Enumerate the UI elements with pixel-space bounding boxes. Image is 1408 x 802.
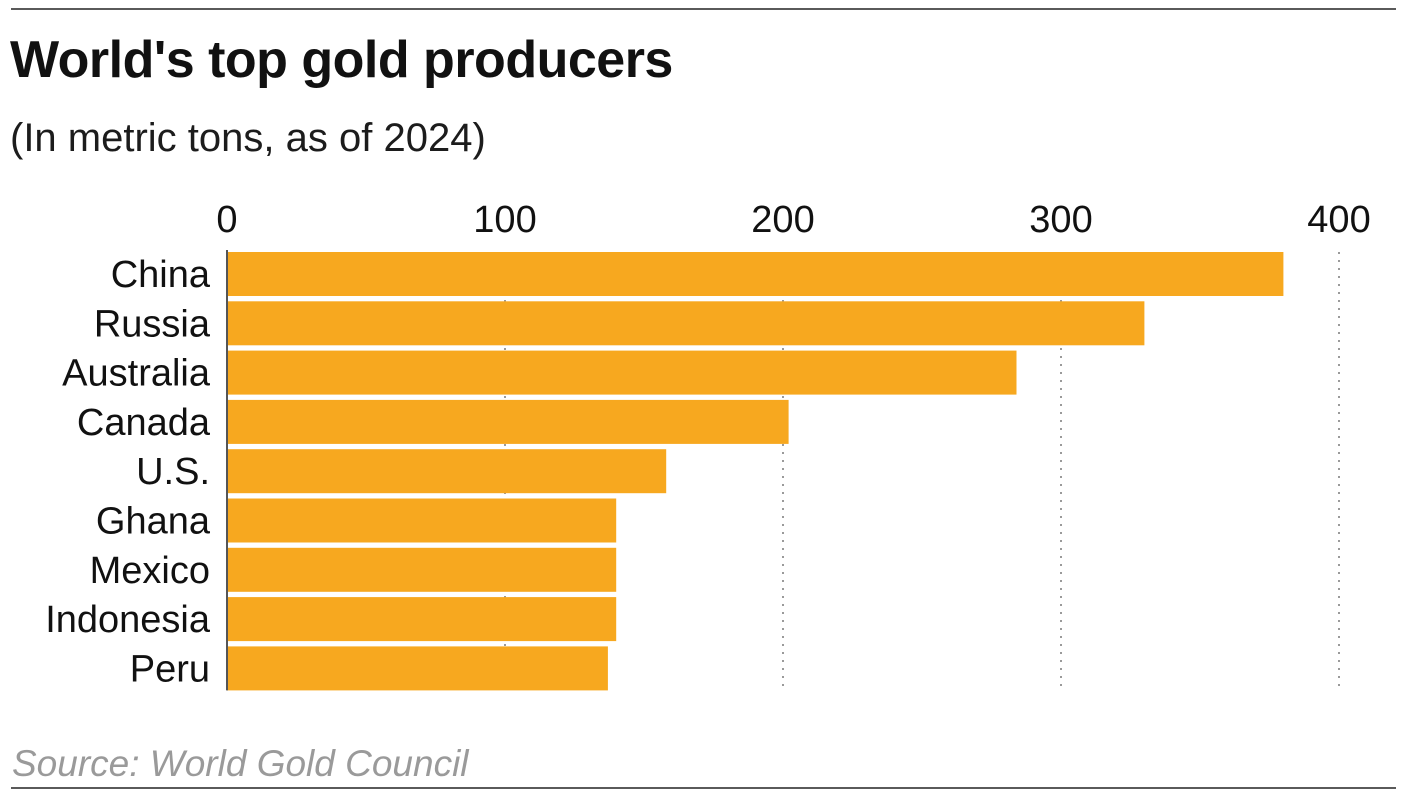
bar-mexico — [227, 547, 617, 592]
bar-u-s — [227, 449, 667, 494]
category-label: China — [111, 254, 211, 296]
chart-title: World's top gold producers — [10, 31, 673, 89]
tick-label: 200 — [751, 199, 814, 241]
bar-canada — [227, 399, 789, 444]
chart-subtitle: (In metric tons, as of 2024) — [10, 116, 486, 160]
tick-label: 400 — [1307, 199, 1370, 241]
category-label: Russia — [94, 303, 211, 345]
bar-australia — [227, 350, 1017, 395]
category-label: Ghana — [96, 501, 211, 543]
category-label: U.S. — [136, 451, 210, 493]
bar-china — [227, 252, 1284, 296]
category-label: Canada — [77, 402, 211, 444]
category-label: Peru — [130, 648, 210, 690]
tick-labels: 0 100 200 300 400 — [216, 199, 1370, 241]
top-rule — [11, 8, 1396, 10]
bar-indonesia — [227, 597, 617, 642]
category-label: Mexico — [90, 550, 210, 592]
source-note: Source: World Gold Council — [12, 743, 469, 784]
tick-label: 0 — [216, 199, 237, 241]
bar-peru — [227, 646, 608, 691]
bottom-rule — [11, 787, 1396, 789]
category-labels: China Russia Australia Canada U.S. Ghana Mexic… — [45, 254, 211, 690]
category-label: Australia — [62, 353, 211, 395]
bars — [227, 252, 1284, 691]
tick-label: 300 — [1029, 199, 1092, 241]
tick-label: 100 — [473, 199, 536, 241]
bar-russia — [227, 301, 1145, 346]
bar-ghana — [227, 498, 617, 543]
category-label: Indonesia — [45, 599, 211, 641]
